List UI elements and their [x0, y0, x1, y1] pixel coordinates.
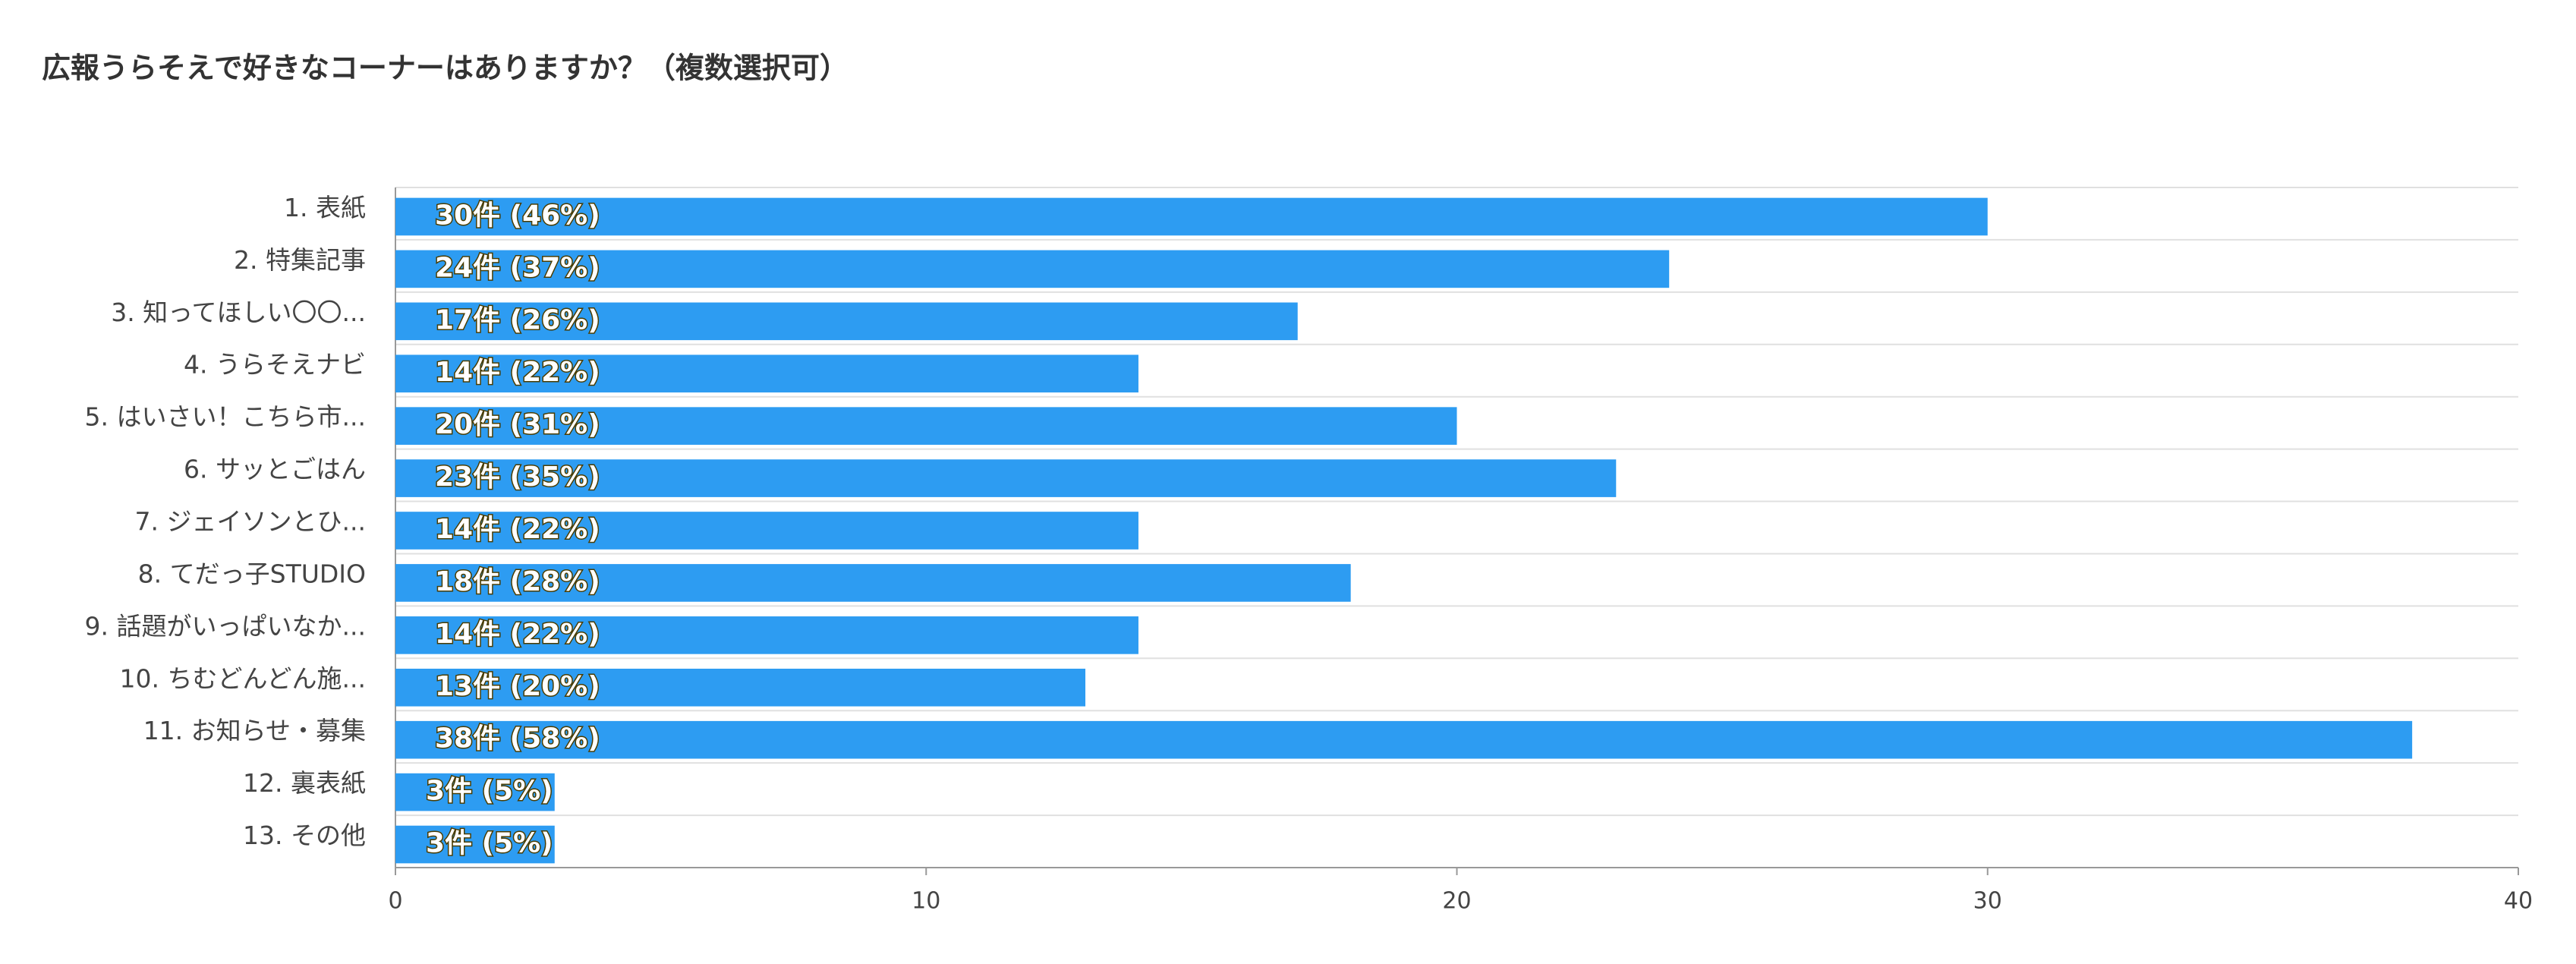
bar — [395, 302, 1298, 341]
y-tick-label: 7. ジェイソンとひ... — [135, 507, 366, 537]
y-tick-label: 2. 特集記事 — [234, 245, 366, 275]
y-tick-label: 6. サッとごはん — [184, 455, 366, 484]
value-label: 14件 (22%) — [435, 514, 600, 545]
y-tick-label: 12. 裏表紙 — [243, 768, 366, 798]
bar — [395, 773, 555, 811]
x-tick-label: 10 — [912, 888, 940, 915]
x-tick-label: 20 — [1442, 888, 1471, 915]
y-tick-label: 11. お知らせ・募集 — [143, 716, 366, 745]
value-label: 14件 (22%) — [435, 357, 600, 388]
bar — [395, 825, 555, 864]
value-label: 3件 (5%) — [426, 828, 553, 859]
x-tick-label: 30 — [1973, 888, 2002, 915]
x-tick-label: 40 — [2504, 888, 2533, 915]
value-label: 13件 (20%) — [435, 671, 600, 702]
chart-title: 広報うらそえで好きなコーナーはありますか？（複数選択可） — [42, 52, 849, 85]
y-tick-label: 13. その他 — [243, 821, 366, 850]
y-tick-label: 9. 話題がいっぱいなか... — [85, 611, 366, 641]
value-label: 30件 (46%) — [435, 200, 600, 231]
y-tick-label: 10. ちむどんどん施... — [120, 663, 366, 693]
bar — [395, 564, 1351, 602]
y-tick-label: 1. 表紙 — [284, 193, 366, 222]
value-label: 14件 (22%) — [435, 619, 600, 650]
value-label: 38件 (58%) — [435, 723, 600, 755]
bar — [395, 407, 1457, 445]
y-tick-label: 4. うらそえナビ — [184, 350, 366, 380]
value-label: 24件 (37%) — [435, 252, 600, 283]
bar — [395, 616, 1138, 654]
y-tick-label: 3. 知ってほしい〇〇... — [111, 298, 366, 327]
bar — [395, 720, 2413, 759]
bar — [395, 459, 1617, 497]
value-label: 20件 (31%) — [435, 409, 600, 440]
y-tick-label: 8. てだっ子STUDIO — [138, 559, 366, 588]
bar — [395, 197, 1988, 236]
value-label: 3件 (5%) — [426, 776, 553, 807]
x-tick-label: 0 — [388, 888, 402, 915]
y-tick-label: 5. はいさい！こちら市... — [85, 402, 366, 432]
bar — [395, 512, 1138, 550]
value-label: 18件 (28%) — [435, 566, 600, 597]
value-label: 23件 (35%) — [435, 462, 600, 493]
bar — [395, 354, 1138, 393]
bar — [395, 250, 1670, 288]
value-label: 17件 (26%) — [435, 304, 600, 336]
bar — [395, 668, 1086, 707]
